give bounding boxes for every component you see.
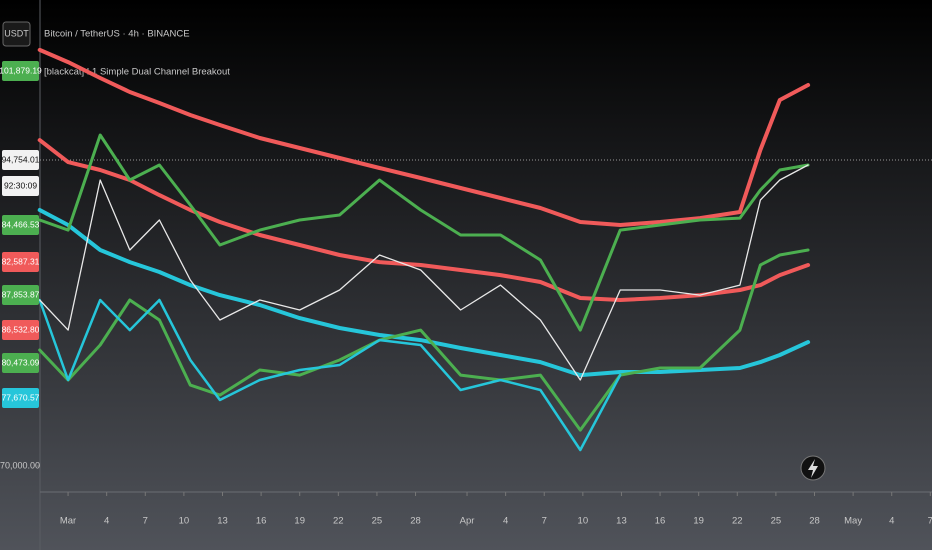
price-label-box [2, 285, 39, 305]
x-tick-label: 7 [928, 516, 932, 527]
currency[interactable]: USDT [4, 28, 29, 38]
price-label-box [2, 176, 39, 196]
price-label: 94,754.01 [2, 154, 40, 164]
x-tick-label: 4 [104, 516, 109, 527]
x-tick-label: 22 [732, 516, 743, 527]
lightning-icon [808, 459, 818, 478]
x-tick-label: 13 [616, 516, 627, 527]
x-tick-label: 25 [771, 516, 782, 527]
price-label-box [2, 215, 39, 235]
x-tick-label: 28 [410, 516, 421, 527]
price-label-box [2, 61, 39, 81]
series-line [39, 164, 809, 381]
y-tick-label: 70,000.00 [0, 460, 40, 470]
x-tick-label: 4 [889, 516, 894, 527]
x-tick-label: 19 [693, 516, 704, 527]
indicator-name: [blackcat] L1 Simple Dual Channel Breako… [44, 67, 230, 78]
price-label-box [2, 353, 39, 373]
x-tick-label: 19 [294, 516, 305, 527]
x-tick-label: 16 [655, 516, 666, 527]
price-label: 82,587.31 [2, 256, 40, 266]
series-line [37, 47, 811, 227]
x-tick-label: 13 [217, 516, 228, 527]
price-label-box [2, 320, 39, 340]
price-label-box [2, 150, 39, 170]
x-tick-label: 10 [578, 516, 589, 527]
series-line [37, 138, 811, 302]
price-label: 80,473.09 [2, 357, 40, 367]
x-tick-label: 28 [809, 516, 820, 527]
x-tick-label: 4 [503, 516, 508, 527]
x-tick-label: 25 [372, 516, 383, 527]
x-tick-label: 22 [333, 516, 344, 527]
x-tick-label: Mar [60, 516, 76, 527]
price-label: 84,466.53 [2, 219, 40, 229]
x-tick-label: 10 [179, 516, 190, 527]
x-tick-label: 16 [256, 516, 267, 527]
price-label: 86,532.80 [2, 324, 40, 334]
x-tick-label: May [844, 516, 862, 527]
series-line [38, 248, 810, 432]
x-tick-label: 7 [143, 516, 148, 527]
price-label: 77,670.57 [2, 392, 40, 402]
price-label: 92:30:09 [4, 180, 37, 190]
price-label: 87,853.87 [2, 289, 40, 299]
x-tick-label: Apr [460, 516, 475, 527]
price-label: 101,879.19 [0, 65, 42, 75]
series-line [37, 208, 811, 378]
price-label-box [2, 252, 39, 272]
series-line [38, 133, 810, 332]
chart-title: Bitcoin / TetherUS · 4h · BINANCE [44, 29, 190, 40]
series-line [38, 298, 622, 452]
x-tick-label: 7 [542, 516, 547, 527]
price-label-box [2, 388, 39, 408]
currency-box[interactable] [2, 21, 31, 47]
